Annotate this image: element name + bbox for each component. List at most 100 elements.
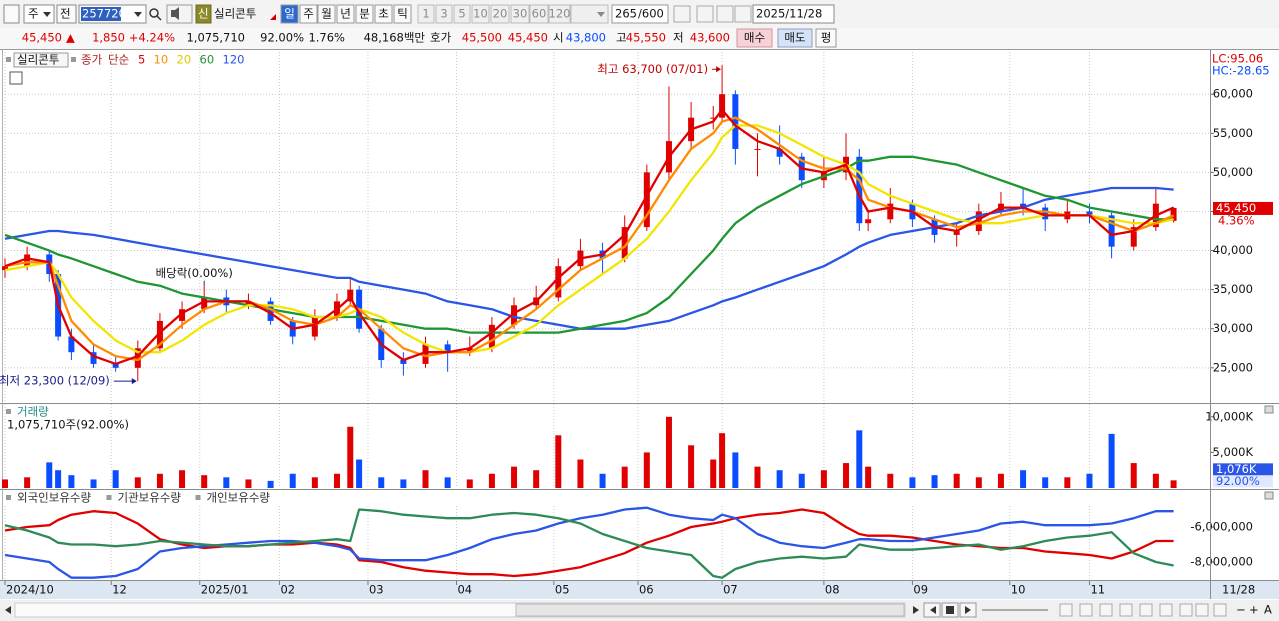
y-tick-label: 5,000K bbox=[1213, 445, 1254, 459]
volume-bar bbox=[865, 466, 872, 488]
y-tick-label: 35,000 bbox=[1213, 282, 1253, 296]
volume-bar bbox=[1064, 477, 1071, 488]
volume-bar bbox=[931, 475, 938, 488]
sell: 매도 bbox=[784, 31, 805, 45]
y-tick-label: 25,000 bbox=[1213, 360, 1253, 374]
market-select[interactable] bbox=[23, 4, 55, 24]
quote-open-label: 시 bbox=[553, 31, 564, 45]
zoom-in[interactable]: + bbox=[1249, 603, 1259, 617]
sell-button[interactable] bbox=[777, 28, 813, 48]
candle-body bbox=[90, 352, 97, 364]
period-button[interactable] bbox=[336, 4, 355, 24]
interval-button[interactable] bbox=[510, 4, 530, 24]
x-tick-label: 10 bbox=[1011, 583, 1026, 597]
holding-line bbox=[4, 508, 1174, 579]
x-tick-label: 07 bbox=[723, 583, 738, 597]
legend-title: 실리콘투 bbox=[17, 53, 59, 67]
volume-bar bbox=[46, 462, 53, 488]
interval-input[interactable] bbox=[570, 4, 609, 24]
sound-button[interactable] bbox=[166, 4, 193, 24]
market: 주 bbox=[28, 7, 39, 21]
date-input[interactable] bbox=[752, 4, 835, 24]
tool-icon[interactable] bbox=[1099, 603, 1113, 617]
period-button[interactable] bbox=[355, 4, 374, 24]
dropdown-arrow bbox=[597, 12, 605, 17]
volume-bar bbox=[179, 470, 186, 488]
code-highlight bbox=[81, 7, 121, 21]
volume-bar bbox=[776, 470, 783, 488]
volume-bar bbox=[820, 470, 827, 488]
calendar-icon[interactable] bbox=[9, 71, 23, 85]
interval-button[interactable] bbox=[529, 4, 549, 24]
count-input[interactable] bbox=[611, 4, 669, 24]
scroll-right bbox=[913, 606, 919, 614]
candle-body bbox=[953, 231, 960, 235]
volume-bar bbox=[621, 466, 628, 488]
period-button[interactable] bbox=[393, 4, 412, 24]
x-axis-bg bbox=[0, 581, 1279, 599]
volume-bar bbox=[444, 477, 451, 488]
menu-icon[interactable] bbox=[3, 4, 20, 24]
tool-icon[interactable] bbox=[1119, 603, 1133, 617]
volume-bar bbox=[798, 473, 805, 488]
tool-icon[interactable] bbox=[1195, 603, 1209, 617]
quote-low-label: 저 bbox=[673, 31, 684, 45]
volume-bar bbox=[356, 459, 363, 488]
last-price-box bbox=[1213, 201, 1273, 215]
volume-bar bbox=[856, 430, 863, 488]
interval-button[interactable] bbox=[471, 4, 490, 24]
pane-button[interactable] bbox=[1264, 491, 1274, 500]
interval: 10 bbox=[473, 7, 488, 21]
search-icon[interactable] bbox=[149, 8, 159, 18]
scroll-thumb[interactable] bbox=[515, 603, 905, 617]
x-tick-label: 11 bbox=[1090, 583, 1105, 597]
y-tick-label: -6,000,000 bbox=[1190, 519, 1253, 533]
x-tick-label: 06 bbox=[639, 583, 654, 597]
volume-bar bbox=[953, 473, 960, 488]
candle-body bbox=[311, 317, 318, 337]
moving-average-line bbox=[4, 108, 1175, 366]
prev-button[interactable] bbox=[56, 4, 77, 24]
interval-button[interactable] bbox=[490, 4, 510, 24]
volume-bar bbox=[156, 473, 163, 488]
y-tick-label: 60,000 bbox=[1213, 87, 1253, 101]
tool-icon[interactable] bbox=[696, 5, 714, 23]
tool-icon[interactable] bbox=[1059, 603, 1073, 617]
tool-icon[interactable] bbox=[716, 5, 734, 23]
volume-bar bbox=[24, 477, 31, 488]
period-button[interactable] bbox=[280, 4, 299, 24]
period-button[interactable] bbox=[317, 4, 336, 24]
tool-icon[interactable] bbox=[734, 5, 752, 23]
interval-button[interactable] bbox=[548, 4, 571, 24]
volume-bar bbox=[754, 466, 761, 488]
candle-body bbox=[621, 227, 628, 259]
period: 틱 bbox=[397, 7, 408, 21]
buy-button[interactable] bbox=[736, 28, 773, 48]
period-button[interactable] bbox=[374, 4, 393, 24]
volume-bar bbox=[1130, 463, 1137, 488]
period-button[interactable] bbox=[299, 4, 318, 24]
scroll-left bbox=[5, 606, 11, 614]
tool-icon[interactable] bbox=[1079, 603, 1093, 617]
zoom-out[interactable]: − bbox=[1236, 603, 1246, 617]
tool-icon[interactable] bbox=[1213, 603, 1227, 617]
tool-icon[interactable] bbox=[1159, 603, 1173, 617]
quote-volume: 1,075,710 bbox=[186, 31, 245, 45]
pane-button[interactable] bbox=[1264, 405, 1274, 414]
interval: 3 bbox=[440, 7, 447, 21]
tool-icon[interactable] bbox=[1179, 603, 1193, 617]
volume-bar bbox=[1152, 473, 1159, 488]
interval-button[interactable] bbox=[453, 4, 471, 24]
tool-icon[interactable] bbox=[1139, 603, 1153, 617]
interval-button[interactable] bbox=[435, 4, 453, 24]
avg-button[interactable] bbox=[815, 28, 837, 48]
legend-marker bbox=[106, 495, 112, 500]
y-tick-label: -8,000,000 bbox=[1190, 554, 1253, 568]
interval-button[interactable] bbox=[417, 4, 435, 24]
period: 일 bbox=[284, 7, 295, 21]
tool-icon[interactable] bbox=[673, 5, 691, 23]
volume-bar bbox=[1108, 433, 1115, 488]
volume-bar bbox=[267, 480, 274, 488]
x-tick-label: 12 bbox=[112, 583, 127, 597]
font-button[interactable]: A bbox=[1264, 603, 1272, 617]
